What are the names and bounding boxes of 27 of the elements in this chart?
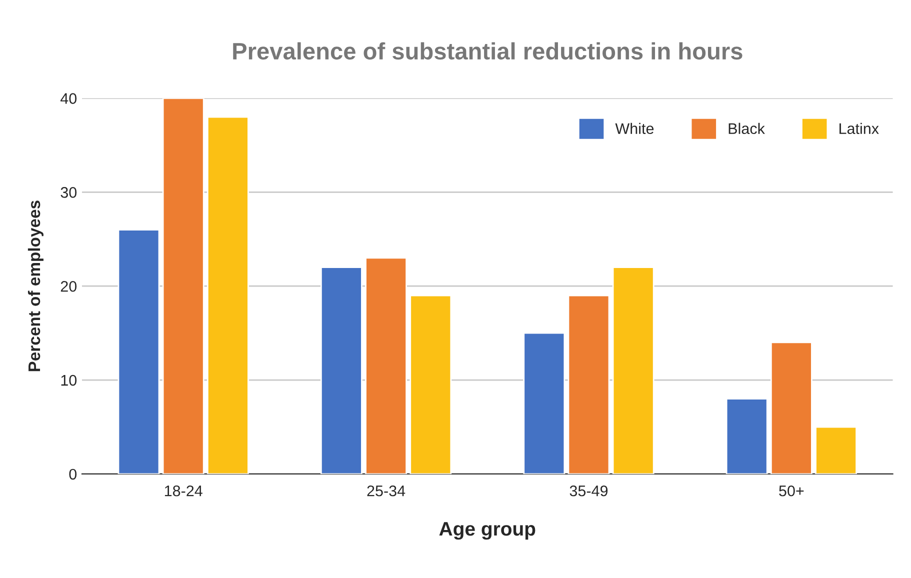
y-tick-label: 40 (60, 93, 77, 104)
bar (365, 257, 407, 474)
legend-label: Latinx (840, 122, 879, 134)
bar (770, 342, 812, 474)
y-tick-label: 0 (69, 468, 77, 480)
bar (118, 229, 160, 474)
x-axis-title: Age group (439, 522, 536, 540)
y-tick-label: 10 (61, 374, 77, 386)
chart-title: Prevalence of substantial reductions in hours (233, 42, 742, 60)
x-tick-label: 18-24 (164, 485, 202, 496)
bar (568, 294, 610, 474)
x-tick-label: 50+ (779, 485, 804, 496)
y-axis-title: Percent of employees (28, 200, 44, 372)
x-tick-label: 35-49 (570, 485, 608, 496)
legend-label: Black (728, 122, 765, 134)
y-tick-label: 20 (60, 280, 77, 292)
y-tick-label: 30 (60, 187, 77, 198)
x-tick-label: 25-34 (367, 485, 406, 496)
bar (612, 266, 654, 474)
bar (162, 98, 204, 474)
legend-label: White (615, 122, 654, 134)
bar (815, 426, 857, 474)
bar (206, 116, 249, 474)
bar (320, 266, 362, 474)
bar (726, 398, 768, 474)
bar (523, 332, 566, 474)
bar (410, 294, 452, 474)
